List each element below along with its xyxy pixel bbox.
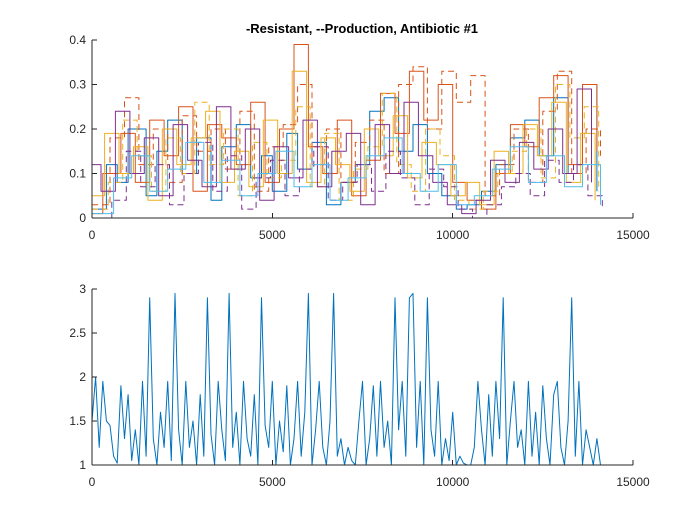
top-chart-axes: 0 5000 10000 15000 0 0.1 0.2 0.3 0.4 [69, 33, 650, 242]
bottom-chart-series-1-line [91, 292, 601, 466]
bottom-chart-x-tick-label: 15000 [616, 475, 650, 489]
top-chart-y-tick-label: 0 [79, 211, 86, 225]
top-chart-series-7-line [92, 141, 603, 219]
top-chart-y-tick-label: 0.3 [69, 78, 86, 92]
bottom-chart-y-tick-label: 2 [79, 370, 86, 384]
bottom-chart-y-tick-label: 1.5 [69, 414, 86, 428]
top-chart-y-tick-label: 0.2 [69, 122, 86, 136]
bottom-chart-axes: 0 5000 10000 15000 1 1.5 2 2.5 3 [69, 282, 650, 489]
top-chart-series-5-line [92, 84, 600, 210]
top-chart-series-2-line [92, 44, 598, 215]
bottom-chart-y-tick-label: 1 [79, 458, 86, 472]
bottom-chart-x-tick-label: 10000 [436, 475, 470, 489]
top-chart-x-tick-label: 0 [89, 228, 96, 242]
top-chart-series-6-line [92, 88, 592, 215]
top-chart-y-tick-label: 0.4 [69, 33, 86, 47]
top-chart: -Resistant, --Production, Antibiotic #1 … [69, 21, 650, 242]
bottom-chart-x-tick-label: 5000 [259, 475, 286, 489]
bottom-chart-y-tick-label: 3 [79, 282, 86, 296]
top-chart-series-8-line [92, 137, 601, 215]
top-chart-title: -Resistant, --Production, Antibiotic #1 [246, 21, 478, 36]
top-chart-x-tick-label: 5000 [259, 228, 286, 242]
bottom-chart-y-tick-label: 2.5 [69, 326, 86, 340]
top-chart-x-tick-label: 10000 [436, 228, 470, 242]
top-chart-series-4-line [92, 70, 596, 206]
top-chart-x-tick-label: 15000 [616, 228, 650, 242]
bottom-chart-series-group [91, 292, 601, 466]
top-chart-y-tick-label: 0.1 [69, 167, 86, 181]
bottom-chart-x-tick-label: 0 [89, 475, 96, 489]
bottom-chart: 0 5000 10000 15000 1 1.5 2 2.5 3 [69, 282, 650, 489]
top-chart-series-group [92, 44, 603, 219]
